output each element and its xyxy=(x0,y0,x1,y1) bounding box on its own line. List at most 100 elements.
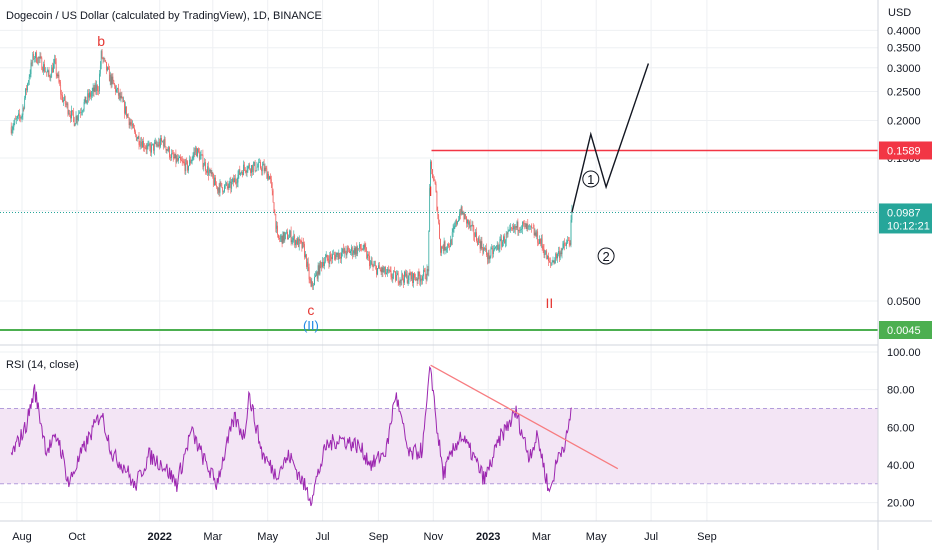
candle-body xyxy=(192,155,194,159)
candle-body xyxy=(49,76,51,78)
candle-body xyxy=(221,183,223,188)
candle-body xyxy=(542,246,544,249)
candle-body xyxy=(205,162,206,171)
candle-body xyxy=(390,270,392,277)
candle-body xyxy=(559,252,561,258)
candle-body xyxy=(189,159,191,164)
candle-body xyxy=(120,96,122,99)
candle-body xyxy=(373,265,375,267)
candle-body xyxy=(57,74,59,77)
candle-body xyxy=(94,84,96,92)
candle-body xyxy=(434,180,436,184)
candle-body xyxy=(431,161,432,170)
candle-body xyxy=(340,257,341,259)
candle-body xyxy=(199,155,201,160)
candle-body xyxy=(226,182,228,187)
candle-body xyxy=(471,224,473,226)
candle-body xyxy=(537,231,539,243)
candle-body xyxy=(76,116,78,121)
candle-body xyxy=(202,154,204,167)
price-tick-label: 0.0500 xyxy=(887,296,921,308)
candle-body xyxy=(557,254,558,259)
candle-body xyxy=(195,147,197,152)
candle-body xyxy=(265,167,267,169)
candle-body xyxy=(145,147,147,150)
candle-body xyxy=(108,69,110,82)
candle-body xyxy=(103,58,105,60)
candle-body xyxy=(437,210,439,216)
candle-body xyxy=(324,261,325,267)
candle-body xyxy=(162,141,164,147)
candle-body xyxy=(343,248,345,253)
candle-body xyxy=(11,129,13,134)
candle-body xyxy=(570,219,572,245)
candle-body xyxy=(165,146,167,151)
candle-body xyxy=(157,144,159,146)
candle-body xyxy=(281,235,283,244)
candle-body xyxy=(322,261,323,267)
candle-body xyxy=(42,69,44,72)
candle-body xyxy=(561,248,563,255)
candle-body xyxy=(347,247,349,249)
candle-body xyxy=(277,225,278,235)
candle-body xyxy=(18,113,20,117)
candle-body xyxy=(402,273,404,279)
candle-body xyxy=(352,253,354,256)
candle-body xyxy=(518,229,520,232)
candle-body xyxy=(248,164,250,167)
candle-body xyxy=(358,248,359,249)
candle-body xyxy=(78,113,80,118)
candle-body xyxy=(317,265,319,279)
candle-body xyxy=(73,117,75,127)
candle-body xyxy=(104,58,106,61)
candle-body xyxy=(136,138,138,141)
candle-body xyxy=(566,242,567,246)
candle-body xyxy=(242,172,243,176)
candle-body xyxy=(425,278,427,280)
candle-body xyxy=(190,161,192,164)
candle-body xyxy=(509,228,511,231)
candle-body xyxy=(282,232,284,244)
candle-body xyxy=(349,249,350,254)
candle-body xyxy=(243,164,245,168)
candle-body xyxy=(268,173,269,180)
candle-body xyxy=(481,241,483,249)
candle-body xyxy=(383,270,385,273)
candle-body xyxy=(459,213,461,215)
candle-body xyxy=(370,261,372,262)
candle-body xyxy=(239,169,241,175)
candle-body xyxy=(200,154,202,156)
horizontal-levels[interactable] xyxy=(0,149,878,331)
rsi-line xyxy=(10,365,573,507)
candle-body xyxy=(233,178,234,183)
time-tick-label: May xyxy=(257,531,278,543)
projection-path[interactable] xyxy=(571,63,650,213)
price-axis[interactable]: 0.40000.35000.30000.25000.20000.15000.10… xyxy=(887,25,921,308)
candle-body xyxy=(351,247,352,252)
candle-body xyxy=(367,254,368,259)
candle-body xyxy=(327,258,329,261)
candle-body xyxy=(102,58,104,59)
candle-body xyxy=(364,244,366,248)
candle-body xyxy=(234,178,235,183)
candle-body xyxy=(80,112,81,113)
candle-body xyxy=(244,167,246,172)
candle-body xyxy=(185,160,187,172)
candle-body xyxy=(261,165,263,172)
candle-body xyxy=(386,272,387,275)
candle-body xyxy=(137,136,139,139)
candle-body xyxy=(238,169,240,175)
rsi-trendline[interactable] xyxy=(430,364,619,470)
candle-body xyxy=(486,248,487,256)
candle-body xyxy=(85,96,87,104)
candle-body xyxy=(59,81,61,86)
candle-body xyxy=(323,261,324,267)
candle-body xyxy=(309,279,311,281)
time-axis[interactable]: Aug Oct 2022 Mar May Jul Sep Nov 2023 Mar May Jul Se… xyxy=(12,531,716,543)
rsi-tick-label: 100.00 xyxy=(887,347,921,359)
candle-body xyxy=(321,263,323,267)
candle-body xyxy=(333,253,334,255)
rsi-axis[interactable]: 100.00 80.00 60.00 40.00 20.00 xyxy=(887,347,921,510)
